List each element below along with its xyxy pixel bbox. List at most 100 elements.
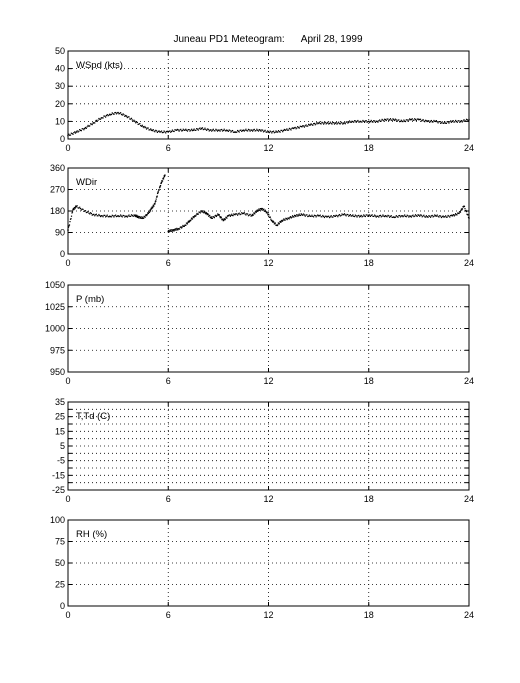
data-point (95, 213, 98, 215)
data-point (360, 121, 362, 123)
data-point (354, 214, 356, 216)
panel-label: WDir (76, 177, 97, 188)
data-point (308, 214, 311, 216)
data-point (99, 214, 101, 217)
data-point (260, 208, 262, 210)
data-point (449, 121, 451, 123)
y-tick-label: 180 (50, 206, 65, 216)
data-point (402, 120, 404, 123)
data-point (278, 223, 280, 225)
data-point (271, 219, 273, 222)
data-point (88, 212, 90, 214)
data-point (309, 124, 311, 126)
data-point (266, 211, 268, 213)
data-point (353, 120, 356, 122)
data-point (86, 211, 88, 213)
data-point (229, 129, 231, 132)
data-point (175, 129, 178, 131)
data-point (266, 131, 268, 133)
data-point (140, 216, 142, 218)
data-point (371, 214, 373, 216)
data-point (205, 213, 207, 215)
data-point (236, 213, 238, 215)
data-point (454, 121, 456, 123)
x-tick-label: 24 (464, 143, 474, 153)
data-point (73, 208, 75, 211)
x-tick-label: 6 (166, 610, 171, 620)
data-point (341, 122, 343, 124)
data-point (237, 213, 240, 215)
data-point (154, 131, 156, 133)
data-point (235, 131, 237, 134)
data-point (338, 214, 340, 216)
data-point (350, 215, 352, 217)
data-point (207, 128, 209, 130)
data-point (303, 126, 306, 128)
data-point (384, 118, 387, 121)
x-tick-label: 0 (65, 494, 70, 504)
data-point (75, 205, 78, 207)
data-point (356, 216, 358, 218)
data-point (440, 216, 443, 219)
data-point (390, 215, 392, 217)
data-point (180, 226, 182, 228)
data-point (141, 124, 143, 126)
data-point (261, 207, 263, 210)
data-point (68, 224, 71, 226)
data-point (284, 219, 286, 221)
x-tick-label: 6 (166, 258, 171, 268)
data-point (351, 215, 353, 217)
data-point (327, 215, 329, 217)
data-point (454, 214, 456, 216)
data-point (448, 215, 450, 217)
data-point (439, 121, 441, 123)
data-point (187, 220, 190, 222)
data-point (273, 132, 275, 134)
y-tick-label: 20 (55, 99, 65, 109)
data-point (295, 128, 297, 130)
data-point (104, 216, 107, 218)
data-point (102, 216, 104, 218)
data-point (363, 120, 365, 122)
data-point (444, 121, 446, 123)
data-point (72, 209, 74, 211)
data-point (131, 214, 133, 217)
data-point (319, 122, 321, 125)
data-point (158, 130, 160, 132)
data-point (177, 228, 179, 230)
data-point (204, 212, 206, 214)
x-tick-label: 0 (65, 143, 70, 153)
data-point (342, 123, 344, 125)
data-point (209, 214, 211, 216)
data-point (203, 128, 205, 130)
data-point (110, 114, 112, 116)
data-point (407, 215, 409, 217)
data-point (155, 198, 157, 200)
data-point (110, 216, 113, 218)
data-point (429, 120, 432, 122)
data-point (98, 213, 100, 216)
y-tick-label: -5 (57, 456, 65, 466)
data-point (134, 120, 136, 123)
data-point (408, 119, 410, 121)
data-point (133, 214, 135, 216)
data-point (104, 116, 107, 118)
data-point (212, 128, 214, 130)
data-point (110, 216, 112, 218)
data-point (296, 214, 298, 216)
data-point (69, 221, 71, 223)
data-point (425, 120, 427, 122)
data-point (74, 207, 76, 210)
data-point (98, 117, 100, 120)
data-point (274, 222, 276, 224)
data-point (404, 120, 407, 123)
x-tick-label: 18 (364, 143, 374, 153)
data-point (115, 113, 118, 115)
data-point (242, 213, 244, 215)
data-point (296, 127, 298, 129)
data-point (220, 129, 222, 131)
data-point (292, 216, 294, 218)
data-point (148, 211, 151, 213)
data-point (456, 121, 458, 123)
data-point (293, 216, 295, 218)
